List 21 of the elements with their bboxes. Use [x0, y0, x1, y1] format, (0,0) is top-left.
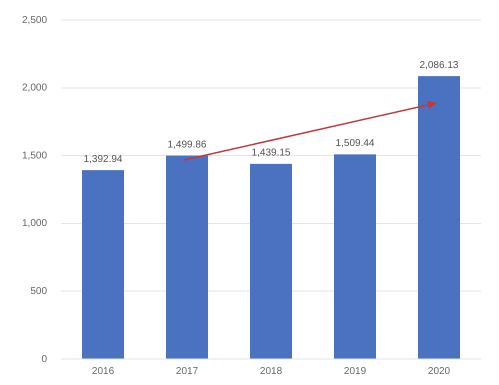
y-tick-label: 0: [41, 354, 48, 365]
y-tick-label: 1,000: [22, 218, 48, 230]
y-tick-label: 500: [30, 286, 48, 297]
x-tick-label: 2018: [260, 366, 283, 377]
x-tick-label: 2019: [344, 366, 367, 377]
x-tick-label: 2020: [428, 366, 451, 377]
bar: [166, 156, 208, 358]
y-tick-label: 2,500: [22, 14, 48, 26]
x-tick-label: 2016: [92, 366, 115, 377]
data-label: 1,392.94: [84, 154, 123, 165]
bar: [334, 154, 376, 358]
bar: [82, 170, 124, 358]
data-label: 1,509.44: [336, 138, 375, 150]
x-tick-label: 2017: [176, 366, 199, 377]
y-tick-label: 1,500: [22, 150, 48, 162]
y-tick-label: 2,000: [22, 82, 48, 94]
bar: [250, 164, 292, 358]
data-label: 1,499.86: [168, 139, 207, 150]
data-label: 1,439.15: [252, 148, 291, 159]
bar: [418, 76, 460, 358]
data-label: 2,086.13: [420, 60, 459, 71]
